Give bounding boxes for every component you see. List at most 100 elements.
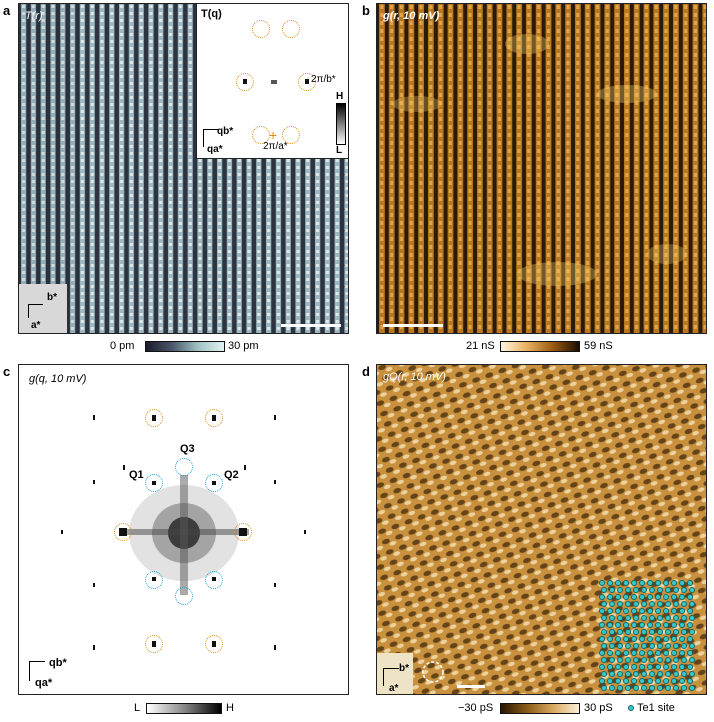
- panel-c-axis-qa: qa*: [35, 677, 53, 689]
- bragg-peak-ring: [205, 409, 223, 427]
- fft-peak: [304, 530, 306, 534]
- inset-axis-qb: qb*: [217, 126, 234, 137]
- te-site-marker: [689, 643, 695, 649]
- fft-peak: [239, 528, 247, 536]
- te-site-marker: [623, 664, 629, 670]
- te-site-marker: [687, 594, 693, 600]
- te-site-marker: [649, 629, 655, 635]
- te-site-marker: [679, 622, 685, 628]
- panel-a-inset-fft: T(q) + 2π/b* 2π/a* H L qb* qa*: [196, 4, 348, 159]
- panel-c-noise: [119, 475, 249, 595]
- te-site-marker: [601, 671, 607, 677]
- te-site-marker: [631, 608, 637, 614]
- te-site-marker: [679, 608, 685, 614]
- te-site-marker: [609, 671, 615, 677]
- te-site-marker: [665, 587, 671, 593]
- panel-a-title: T(r): [25, 10, 43, 22]
- te-site-marker: [657, 601, 663, 607]
- panel-d-axis-a: a*: [389, 683, 399, 694]
- te-site-marker: [607, 636, 613, 642]
- te-site-marker: [665, 601, 671, 607]
- colorbar-b-max: 59 nS: [584, 340, 613, 352]
- te-site-marker: [625, 671, 631, 677]
- axis-arrow-horizontal: [29, 661, 45, 662]
- panel-a-axis-b: b*: [47, 292, 57, 303]
- te-site-marker: [681, 657, 687, 663]
- inset-scale-high: H: [336, 91, 344, 102]
- te-site-marker: [647, 678, 653, 684]
- te-site-marker: [657, 629, 663, 635]
- fft-peak: [61, 530, 63, 534]
- panel-b-label: b: [362, 3, 370, 18]
- te-site-marker: [689, 615, 695, 621]
- panel-a-label: a: [3, 3, 11, 18]
- te-site-marker: [615, 664, 621, 670]
- bragg-peak-ring: [252, 126, 270, 144]
- te-site-marker: [623, 678, 629, 684]
- cdw-peak-ring-q1: [145, 474, 163, 492]
- te-site-marker: [647, 580, 653, 586]
- axis-arrow-horizontal: [29, 304, 43, 305]
- panel-b-image: [377, 4, 706, 333]
- te-site-marker: [623, 650, 629, 656]
- te-site-marker: [601, 643, 607, 649]
- inset-title: T(q): [201, 8, 222, 20]
- te-site-marker: [641, 587, 647, 593]
- bragg-peak-ring: [236, 73, 254, 91]
- te-site-marker: [663, 650, 669, 656]
- te-site-marker: [615, 678, 621, 684]
- te-site-marker: [633, 657, 639, 663]
- te-site-marker: [681, 671, 687, 677]
- te-site-marker: [655, 636, 661, 642]
- fft-peak: [152, 415, 156, 421]
- te-site-marker: [689, 657, 695, 663]
- te-site-marker: [641, 629, 647, 635]
- te-site-marker: [615, 650, 621, 656]
- te-site-marker: [623, 636, 629, 642]
- axis-arrow-horizontal: [383, 668, 399, 669]
- te-site-marker: [647, 594, 653, 600]
- colorbar-a-max: 30 pm: [228, 340, 259, 352]
- te-site-marker: [673, 657, 679, 663]
- te-site-marker: [639, 594, 645, 600]
- te-site-marker: [689, 629, 695, 635]
- te-site-legend: Te1 site: [637, 702, 675, 714]
- te-site-marker: [625, 629, 631, 635]
- te-site-marker: [623, 594, 629, 600]
- te-site-marker: [671, 678, 677, 684]
- fft-peak: [274, 583, 276, 587]
- panel-d-filtered-map: gQ(r, 10 mV) b* a*: [376, 364, 707, 695]
- te-site-marker: [633, 615, 639, 621]
- te-site-marker: [657, 657, 663, 663]
- te-site-marker: [649, 601, 655, 607]
- q2-label: Q2: [224, 469, 239, 481]
- te-site-marker: [655, 580, 661, 586]
- fft-peak: [305, 79, 309, 84]
- panel-c-fft: g(q, 10 mV) Q3 Q1 Q2 qb* qa*: [18, 364, 349, 695]
- te-site-marker: [601, 587, 607, 593]
- fft-center: [271, 80, 277, 84]
- te-site-marker: [639, 664, 645, 670]
- colorbar-c-min: L: [134, 702, 141, 714]
- te-site-marker: [625, 685, 631, 691]
- te-site-marker: [657, 643, 663, 649]
- panel-d-axis-b: b*: [399, 663, 409, 674]
- colorbar-b-min: 21 nS: [466, 340, 495, 352]
- te-site-marker: [625, 643, 631, 649]
- fft-peak: [212, 641, 216, 647]
- te-site-marker: [639, 650, 645, 656]
- te-site-marker: [679, 636, 685, 642]
- te-site-marker: [671, 636, 677, 642]
- te-site-marker: [649, 587, 655, 593]
- te-site-marker: [671, 608, 677, 614]
- cdw-peak-ring: [175, 587, 193, 605]
- te-site-marker: [687, 678, 693, 684]
- te-site-marker: [673, 629, 679, 635]
- te-site-marker: [599, 664, 605, 670]
- te-site-marker: [671, 664, 677, 670]
- te-site-marker: [617, 671, 623, 677]
- te-site-marker: [599, 622, 605, 628]
- cdw-peak-ring-q3: [175, 458, 193, 476]
- bragg-peak-ring: [234, 523, 252, 541]
- te-site-marker: [649, 615, 655, 621]
